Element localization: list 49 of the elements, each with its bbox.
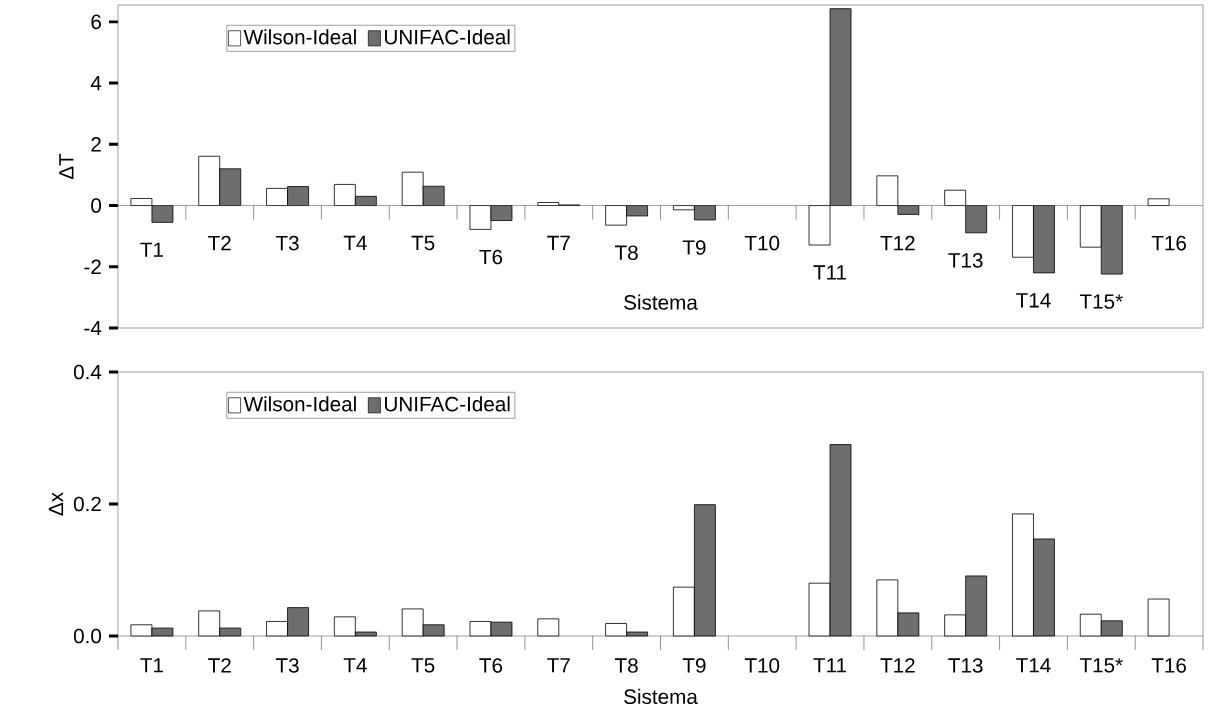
y-tick-label: 2 (91, 137, 101, 152)
x-tick-label: T9 (682, 658, 706, 673)
x-tick-label: T9 (682, 240, 706, 255)
x-tick-label: T10 (744, 658, 780, 673)
x-axis-title: Sistema (624, 688, 698, 705)
x-tick-label: T14 (1016, 658, 1051, 673)
legend-label: UNIFAC-Ideal (385, 29, 510, 45)
x-tick-label: T13 (948, 658, 983, 673)
y-tick-label: 4 (90, 75, 102, 91)
x-tick-label: T4 (343, 658, 367, 673)
y-tick-label: 0.4 (73, 364, 102, 380)
y-tick-label: 0.2 (73, 496, 101, 512)
x-tick-label: T14 (1016, 293, 1051, 308)
x-tick-label: T5 (411, 235, 435, 251)
y-tick-label: 6 (91, 14, 101, 30)
legend-label: Wilson-Ideal (243, 396, 356, 412)
y-tick-label: -2 (84, 259, 101, 274)
x-tick-label: T2 (208, 658, 231, 673)
x-tick-label: T4 (343, 235, 367, 251)
y-tick-label: 0 (91, 198, 102, 213)
x-tick-label: T10 (744, 235, 780, 251)
x-tick-label: T15* (1079, 658, 1123, 673)
x-tick-label: T1 (140, 658, 163, 673)
legend-label: Wilson-Ideal (243, 29, 356, 45)
x-tick-label: T6 (479, 249, 503, 265)
legend-label: UNIFAC-Ideal (385, 396, 510, 412)
x-tick-label: T15* (1079, 294, 1123, 309)
x-axis-title: Sistema (624, 294, 698, 310)
y-tick-label: -4 (84, 320, 102, 336)
y-tick-label: 0.0 (73, 628, 102, 644)
y-axis-title: Δx (48, 492, 64, 516)
x-tick-label: T11 (813, 265, 847, 280)
y-axis-title: ΔT (59, 153, 74, 180)
x-tick-label: T3 (275, 658, 299, 673)
x-tick-label: T7 (547, 658, 570, 673)
x-tick-label: T8 (615, 658, 638, 673)
x-tick-label: T6 (479, 658, 503, 673)
x-tick-label: T8 (615, 245, 638, 261)
x-tick-label: T16 (1151, 235, 1186, 251)
x-tick-label: T16 (1151, 658, 1186, 673)
x-tick-label: T12 (880, 658, 915, 673)
x-tick-label: T7 (547, 235, 570, 251)
x-tick-label: T2 (208, 235, 231, 251)
x-tick-label: T13 (948, 253, 983, 268)
x-tick-label: T11 (813, 658, 847, 673)
x-tick-label: T12 (880, 235, 915, 251)
x-tick-label: T1 (140, 242, 163, 257)
x-tick-label: T3 (275, 235, 299, 251)
x-tick-label: T5 (411, 658, 435, 673)
